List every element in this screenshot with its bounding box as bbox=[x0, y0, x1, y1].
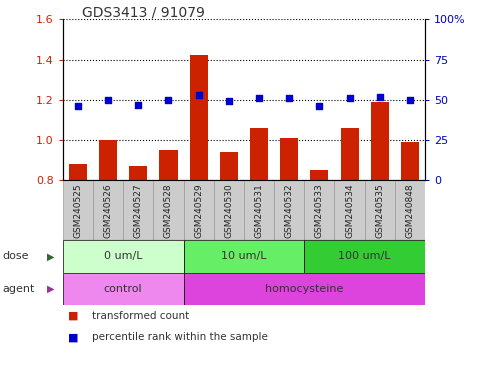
Text: GSM240525: GSM240525 bbox=[73, 183, 83, 238]
Bar bbox=[401, 142, 419, 342]
Text: transformed count: transformed count bbox=[92, 311, 189, 321]
Bar bbox=[63, 273, 184, 305]
Bar bbox=[365, 180, 395, 240]
Bar bbox=[154, 180, 184, 240]
Bar bbox=[304, 240, 425, 273]
Point bbox=[225, 98, 233, 104]
Bar bbox=[371, 102, 389, 342]
Point bbox=[165, 97, 172, 103]
Bar bbox=[395, 180, 425, 240]
Text: agent: agent bbox=[2, 284, 35, 294]
Bar bbox=[189, 56, 208, 342]
Bar bbox=[184, 273, 425, 305]
Text: 10 um/L: 10 um/L bbox=[221, 251, 267, 262]
Bar bbox=[184, 180, 213, 240]
Bar bbox=[69, 164, 87, 342]
Text: ▶: ▶ bbox=[47, 251, 55, 262]
Bar bbox=[274, 180, 304, 240]
Bar bbox=[250, 128, 268, 342]
Text: GSM240533: GSM240533 bbox=[315, 183, 324, 238]
Bar bbox=[304, 180, 334, 240]
Bar bbox=[159, 150, 178, 342]
Text: GSM240529: GSM240529 bbox=[194, 183, 203, 238]
Bar bbox=[129, 166, 147, 342]
Bar bbox=[123, 180, 154, 240]
Text: GSM240530: GSM240530 bbox=[224, 183, 233, 238]
Point bbox=[285, 95, 293, 101]
Point bbox=[255, 95, 263, 101]
Text: 0 um/L: 0 um/L bbox=[104, 251, 142, 262]
Text: GSM240528: GSM240528 bbox=[164, 183, 173, 238]
Text: ▶: ▶ bbox=[47, 284, 55, 294]
Bar bbox=[220, 152, 238, 342]
Bar bbox=[63, 240, 184, 273]
Bar bbox=[334, 180, 365, 240]
Text: 100 um/L: 100 um/L bbox=[339, 251, 391, 262]
Point bbox=[315, 103, 323, 109]
Text: GSM240534: GSM240534 bbox=[345, 183, 354, 238]
Text: homocysteine: homocysteine bbox=[265, 284, 343, 294]
Text: dose: dose bbox=[2, 251, 29, 262]
Text: GSM240848: GSM240848 bbox=[405, 183, 414, 238]
Text: percentile rank within the sample: percentile rank within the sample bbox=[92, 332, 268, 342]
Text: GSM240527: GSM240527 bbox=[134, 183, 143, 238]
Bar bbox=[244, 180, 274, 240]
Text: GSM240526: GSM240526 bbox=[103, 183, 113, 238]
Bar bbox=[280, 138, 298, 342]
Bar bbox=[93, 180, 123, 240]
Point bbox=[376, 94, 384, 100]
Bar bbox=[341, 128, 358, 342]
Point bbox=[104, 97, 112, 103]
Bar bbox=[213, 180, 244, 240]
Bar bbox=[63, 180, 93, 240]
Point bbox=[406, 97, 414, 103]
Point bbox=[74, 103, 82, 109]
Point bbox=[346, 95, 354, 101]
Text: control: control bbox=[104, 284, 142, 294]
Point bbox=[134, 102, 142, 108]
Text: ■: ■ bbox=[68, 311, 78, 321]
Text: GDS3413 / 91079: GDS3413 / 91079 bbox=[82, 6, 205, 20]
Bar bbox=[99, 140, 117, 342]
Text: GSM240532: GSM240532 bbox=[284, 183, 294, 238]
Text: ■: ■ bbox=[68, 332, 78, 342]
Text: GSM240531: GSM240531 bbox=[255, 183, 264, 238]
Bar bbox=[311, 170, 328, 342]
Text: GSM240535: GSM240535 bbox=[375, 183, 384, 238]
Bar bbox=[184, 240, 304, 273]
Point bbox=[195, 92, 202, 98]
